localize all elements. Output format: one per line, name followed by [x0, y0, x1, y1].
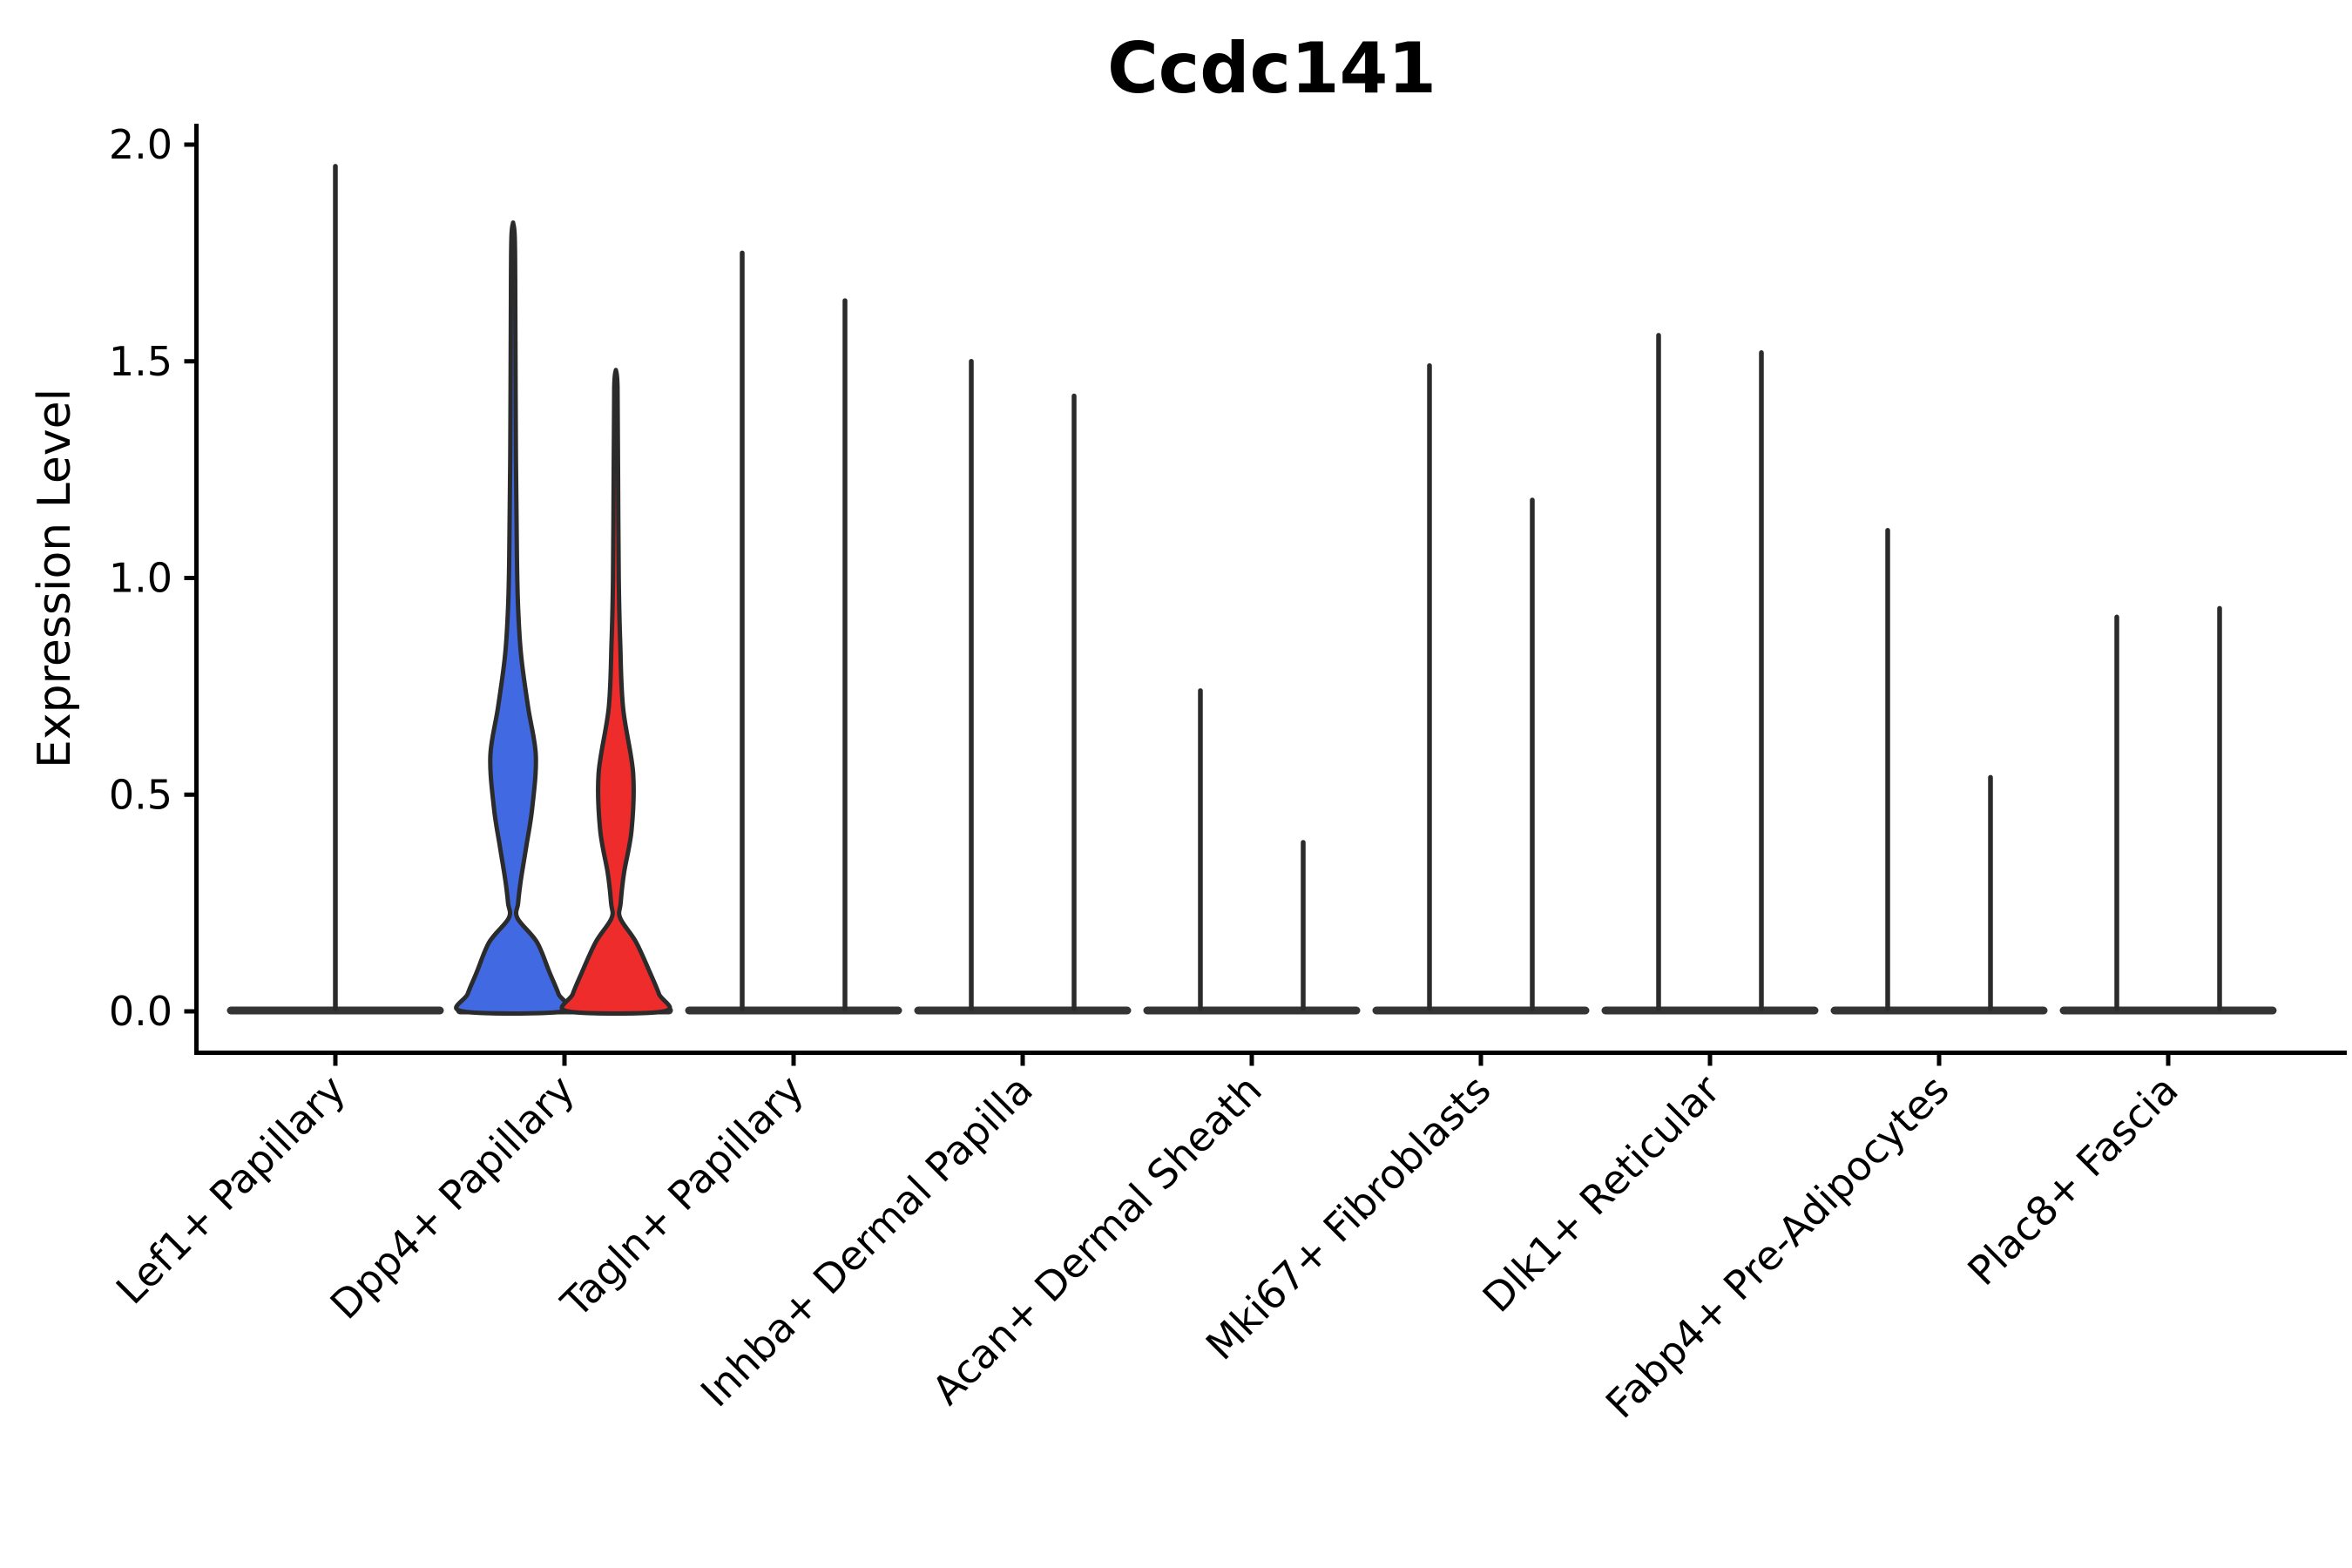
y-tick-label: 2.0	[109, 121, 172, 168]
chart-title: Ccdc141	[1107, 28, 1436, 109]
violin-body	[454, 220, 572, 1016]
y-axis-label: Expression Level	[29, 389, 81, 768]
y-tick-label: 0.0	[109, 988, 172, 1035]
y-tick-label: 0.5	[109, 771, 172, 818]
violin-body	[559, 368, 672, 1016]
y-tick-label: 1.5	[109, 338, 172, 385]
y-tick-label: 1.0	[109, 555, 172, 602]
